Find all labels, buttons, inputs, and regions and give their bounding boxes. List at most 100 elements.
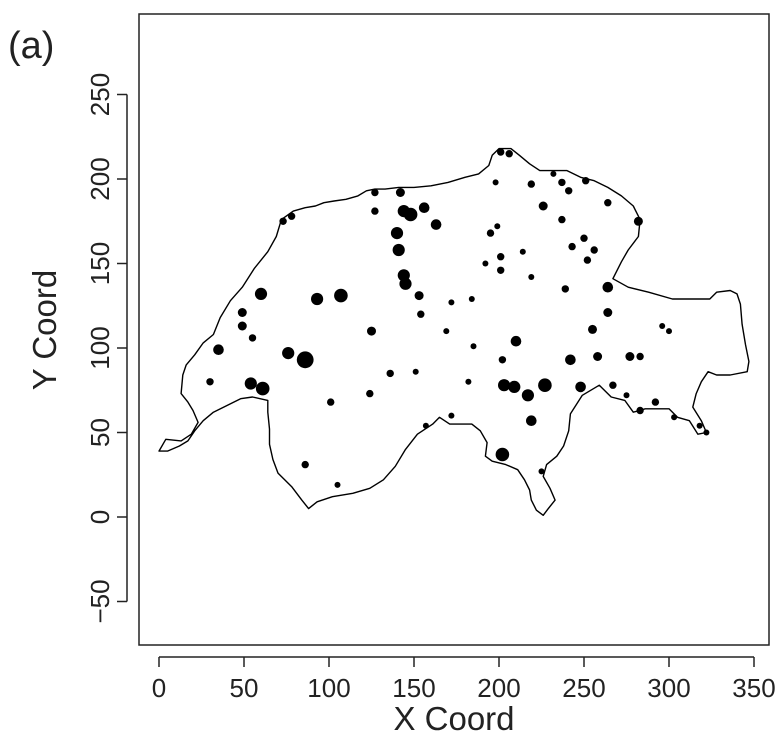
switzerland-outline (158, 147, 750, 516)
y-tick-label: 50 (85, 418, 115, 447)
data-point (510, 335, 522, 347)
data-point (583, 256, 592, 264)
x-axis-label: X Coord (393, 700, 514, 737)
y-tick-label: 0 (85, 510, 115, 524)
data-point (519, 248, 526, 255)
data-point (399, 277, 412, 290)
data-point (470, 343, 477, 350)
data-point (237, 321, 247, 331)
data-point (486, 229, 495, 237)
data-point (565, 354, 576, 366)
data-point (558, 178, 566, 187)
data-point (418, 202, 430, 213)
data-point (538, 378, 552, 393)
x-tick-label: 250 (562, 673, 605, 703)
data-point (213, 344, 224, 356)
data-point (508, 380, 521, 393)
data-point (448, 299, 455, 306)
data-point (403, 207, 418, 222)
data-point (327, 398, 335, 406)
data-point (609, 381, 617, 389)
data-point (580, 234, 588, 242)
data-point (494, 223, 501, 230)
data-point (206, 378, 214, 386)
data-point (430, 219, 442, 230)
data-point (588, 324, 597, 334)
data-point (495, 447, 510, 462)
data-point (659, 323, 666, 329)
x-tick-label: 300 (647, 673, 690, 703)
data-point (590, 246, 598, 254)
data-point (412, 368, 419, 375)
data-point (237, 308, 247, 317)
data-point (255, 381, 270, 396)
data-point (366, 389, 374, 398)
data-point (604, 199, 612, 207)
data-point (497, 253, 505, 261)
data-point (443, 328, 450, 335)
x-tick-label: 150 (392, 673, 435, 703)
data-point (334, 288, 348, 303)
data-point (651, 398, 660, 406)
y-tick-label: 150 (85, 242, 115, 285)
data-point (703, 429, 710, 436)
data-point (538, 468, 545, 475)
data-point (528, 274, 535, 280)
x-tick-label: 200 (477, 673, 520, 703)
data-point (468, 296, 475, 302)
x-tick-label: 100 (307, 673, 350, 703)
data-point (568, 242, 576, 251)
data-point (448, 412, 455, 419)
data-point (636, 406, 644, 415)
data-point (575, 381, 586, 393)
data-point (287, 212, 296, 220)
data-point (565, 187, 573, 195)
data-point (282, 347, 295, 360)
data-point (602, 281, 614, 293)
data-point (633, 216, 643, 226)
data-point (538, 201, 548, 211)
data-point (550, 170, 557, 177)
panel-label: (a) (8, 25, 54, 67)
data-point (505, 150, 513, 158)
y-tick-label: 200 (85, 157, 115, 200)
data-point (527, 180, 535, 188)
data-point (521, 389, 535, 402)
data-point (593, 352, 603, 361)
data-point (334, 481, 341, 488)
data-point (671, 414, 678, 421)
data-point (414, 291, 424, 301)
data-point (625, 352, 635, 361)
x-axis: 0 50 100 150 200 250 300 350 (152, 656, 776, 703)
y-axis: −50 0 50 100 150 200 250 (85, 73, 128, 624)
x-tick-label: 50 (230, 673, 259, 703)
data-point (422, 422, 429, 429)
data-point (497, 266, 505, 274)
data-point (371, 188, 379, 197)
data-point (395, 188, 405, 197)
data-point (296, 351, 314, 369)
data-point (492, 179, 499, 186)
data-point (636, 352, 644, 361)
y-axis-label: Y Coord (26, 270, 63, 390)
data-point (696, 422, 703, 429)
data-point (666, 328, 672, 335)
data-point (558, 215, 566, 224)
y-tick-label: 250 (85, 73, 115, 116)
data-point (498, 379, 511, 392)
data-point (367, 326, 376, 336)
data-point (311, 292, 324, 306)
y-tick-label: 100 (85, 326, 115, 369)
x-tick-label: 350 (732, 673, 775, 703)
data-point (497, 148, 505, 156)
data-point (526, 415, 537, 427)
data-point (603, 308, 613, 317)
x-tick-label: 0 (152, 673, 166, 703)
y-tick-label: −50 (85, 579, 115, 623)
data-point (371, 207, 379, 215)
data-point (390, 227, 404, 240)
data-point (254, 287, 268, 300)
data-point (582, 177, 590, 185)
data-point (248, 334, 257, 342)
